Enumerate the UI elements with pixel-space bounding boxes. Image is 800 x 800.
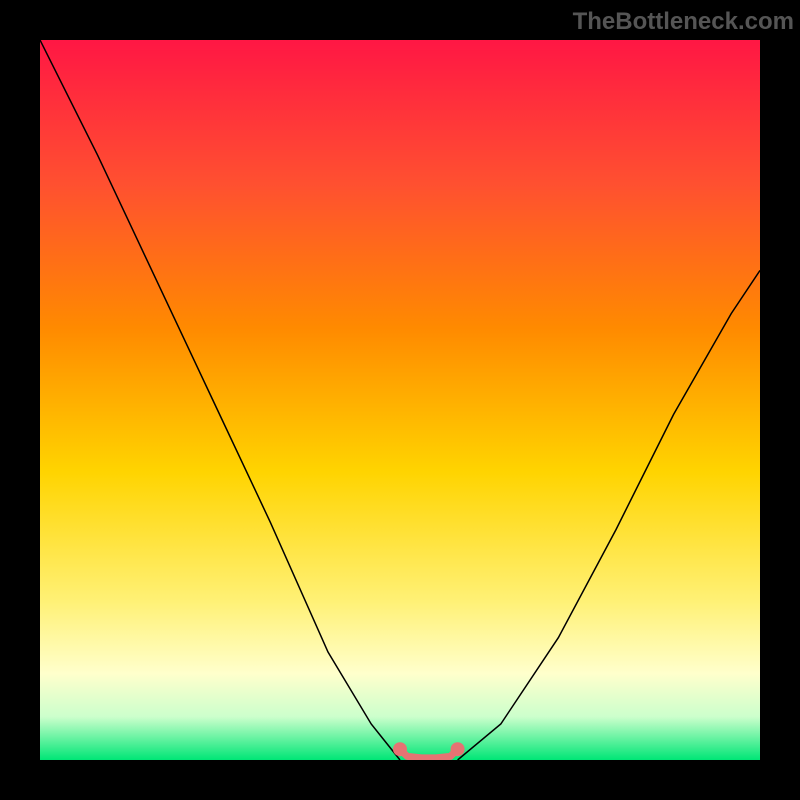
frame-bottom xyxy=(0,760,800,800)
valley-end-right-icon xyxy=(451,742,465,756)
frame-right xyxy=(760,0,800,800)
valley-end-left-icon xyxy=(393,742,407,756)
curve-svg xyxy=(40,40,760,760)
plot-area xyxy=(40,40,760,760)
frame-left xyxy=(0,0,40,800)
chart-container: TheBottleneck.com xyxy=(0,0,800,800)
gradient-background xyxy=(40,40,760,760)
watermark-text: TheBottleneck.com xyxy=(573,8,794,36)
